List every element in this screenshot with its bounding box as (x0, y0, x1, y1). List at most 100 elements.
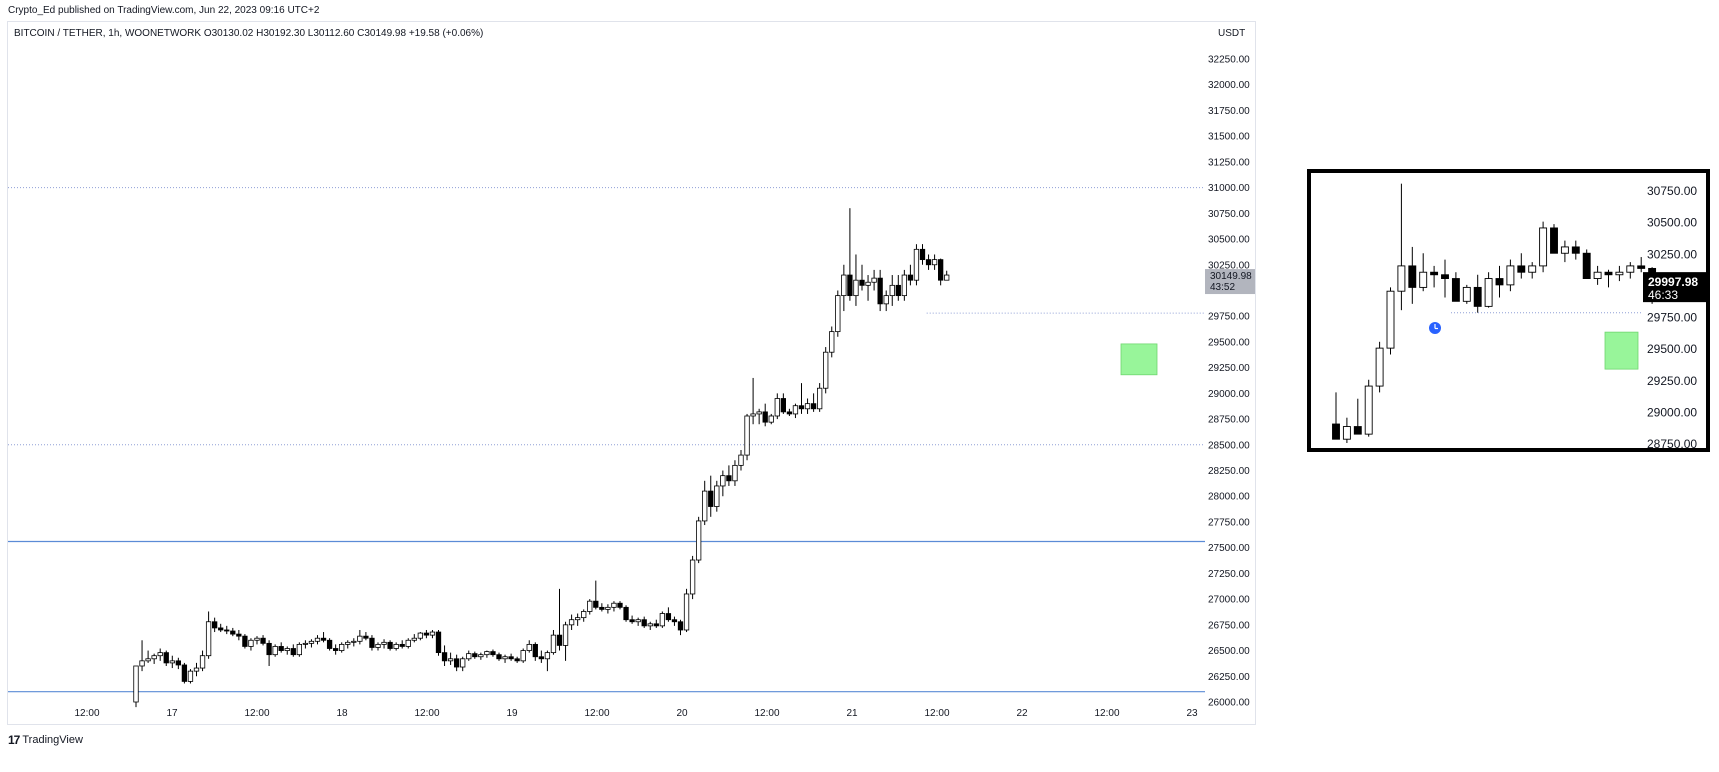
candle-down (810, 403, 817, 410)
candle-up (502, 656, 508, 660)
candle-down (938, 259, 944, 281)
y-tick-label: 31500.00 (1208, 132, 1250, 143)
y-tick-label: 26250.00 (1208, 672, 1250, 683)
candle-up (744, 415, 750, 456)
candle-up (193, 667, 200, 672)
candle-down (556, 634, 563, 646)
x-tick-label: 19 (506, 708, 518, 719)
target-zone-box (1120, 343, 1158, 376)
y-tick-label: 30750.00 (1208, 209, 1250, 220)
candle-up (284, 648, 290, 651)
candle-down (919, 248, 926, 261)
inset-y-tick-label: 29750.00 (1647, 311, 1697, 325)
inset-candle-down (1353, 426, 1362, 435)
candle-up (683, 593, 690, 631)
candle-up (411, 637, 417, 641)
candle-up (139, 660, 145, 667)
inset-target-zone-box (1604, 331, 1639, 370)
candle-down (290, 648, 296, 656)
candle-down (163, 652, 169, 664)
candle-down (242, 635, 248, 647)
y-tick-label: 31000.00 (1208, 183, 1250, 194)
candle-up (605, 606, 611, 610)
footer-brand[interactable]: 17 TradingView (8, 733, 83, 747)
candle-down (671, 619, 678, 623)
candle-up (296, 643, 303, 656)
candle-down (278, 646, 284, 651)
candle-down (496, 654, 502, 660)
y-tick-label: 29000.00 (1208, 389, 1250, 400)
candle-down (490, 651, 496, 656)
candle-down (762, 411, 768, 423)
candle-up (792, 405, 799, 415)
y-tick-label: 27500.00 (1208, 543, 1250, 554)
candle-down (332, 648, 339, 651)
candle-down (798, 405, 805, 410)
inset-candle-up (1593, 271, 1602, 279)
x-tick-label: 21 (846, 708, 858, 719)
inset-y-tick-label: 29000.00 (1647, 405, 1697, 419)
candle-down (532, 643, 538, 658)
x-tick-label: 12:00 (584, 708, 609, 719)
candle-up (732, 464, 738, 482)
candle-up (381, 641, 387, 645)
candle-down (593, 600, 599, 608)
y-tick-label: 26750.00 (1208, 620, 1250, 631)
y-tick-label: 26000.00 (1208, 698, 1250, 709)
candle-up (714, 485, 720, 507)
inset-candle-down (1408, 265, 1417, 288)
candle-up (484, 651, 490, 656)
inset-last-price-badge (1643, 272, 1706, 303)
x-tick-label: 23 (1186, 708, 1198, 719)
main-chart[interactable]: USDT 32250.00 32000.00 31750.00 31500.00 3125… (0, 0, 1260, 730)
inset-candle-up (1397, 265, 1406, 292)
candle-up (568, 619, 575, 626)
candle-down (708, 490, 714, 507)
y-tick-label: 30500.00 (1208, 235, 1250, 246)
candle-up (841, 274, 847, 297)
inset-candle-down (1550, 227, 1558, 254)
y-tick-label: 27250.00 (1208, 569, 1250, 580)
candle-down (435, 631, 442, 654)
candle-up (187, 670, 194, 682)
inset-candle-up (1615, 271, 1624, 276)
candle-down (175, 660, 182, 666)
candle-up (133, 665, 139, 703)
x-tick-label: 17 (166, 708, 178, 719)
candle-down (677, 621, 684, 631)
candle-down (326, 639, 333, 649)
y-tick-label: 28000.00 (1208, 492, 1250, 503)
candle-up (829, 331, 835, 353)
candle-down (538, 656, 544, 660)
candle-down (453, 658, 460, 668)
candle-down (472, 653, 478, 658)
publisher-caption: Crypto_Ed published on TradingView.com, … (8, 5, 320, 16)
candle-down (623, 606, 629, 621)
y-tick-label: 32250.00 (1208, 55, 1250, 66)
y-tick-label: 29750.00 (1208, 312, 1250, 323)
candle-up (254, 637, 260, 641)
candle-down (786, 411, 793, 415)
y-tick-label: 29500.00 (1208, 337, 1250, 348)
candle-up (944, 274, 950, 281)
x-tick-label: 12:00 (414, 708, 439, 719)
candle-up (145, 658, 151, 662)
x-tick-label: 18 (336, 708, 348, 719)
candle-up (738, 454, 744, 466)
candle-up (169, 660, 175, 664)
candle-down (181, 664, 188, 682)
x-tick-label: 20 (676, 708, 688, 719)
candle-up (272, 646, 278, 656)
candle-down (599, 606, 605, 610)
y-tick-label: 32000.00 (1208, 80, 1250, 91)
candle-up (689, 559, 696, 595)
inset-y-tick-label: 28750.00 (1647, 437, 1697, 448)
candle-up (478, 654, 484, 658)
candle-up (865, 281, 871, 286)
candle-down (423, 632, 430, 636)
footer-brand-label: TradingView (22, 734, 83, 746)
inset-y-tick-label: 30750.00 (1647, 184, 1697, 198)
candle-up (931, 259, 938, 266)
candle-down (653, 623, 659, 627)
x-tick-label: 12:00 (1094, 708, 1119, 719)
